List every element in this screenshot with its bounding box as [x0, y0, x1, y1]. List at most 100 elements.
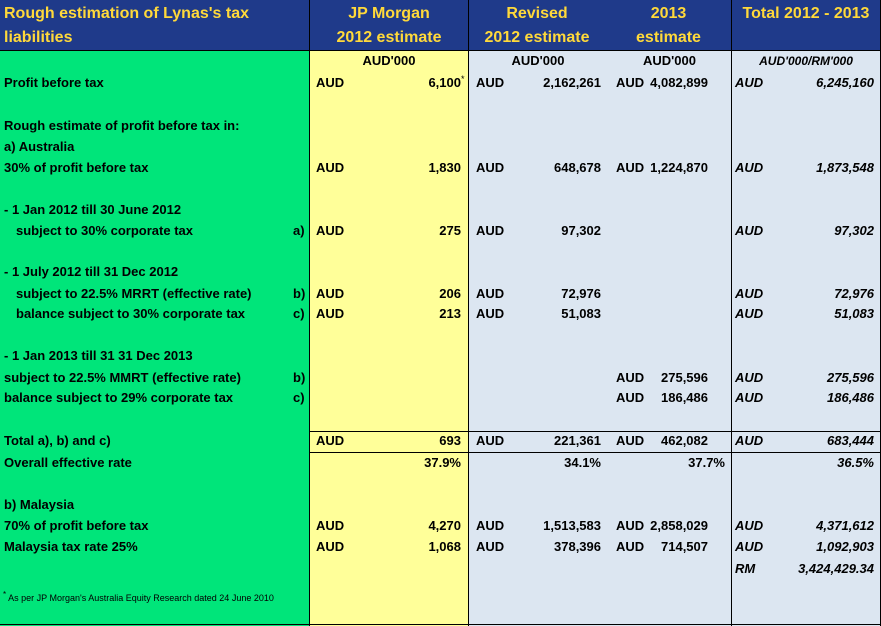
header-jp-line1: JP Morgan [348, 5, 430, 22]
row-label-period-2c: balance subject to 30% corporate tax [16, 306, 246, 321]
val-total: 1,873,548 [816, 160, 874, 175]
footnote-text: As per JP Morgan's Australia Equity Rese… [8, 593, 274, 603]
row-mark: a) [293, 223, 305, 238]
header-title-line2: liabilities [4, 29, 73, 46]
header-title-line1: Rough estimation of Lynas's tax [4, 5, 250, 22]
val-jp: 4,270 [428, 518, 461, 533]
val-jp: 275 [439, 223, 461, 238]
cur-2013: AUD [616, 539, 645, 554]
val-revised: 51,083 [561, 306, 601, 321]
header-title-cell: Rough estimation of Lynas's tax liabilit… [0, 0, 310, 50]
cur-2013: AUD [616, 370, 645, 385]
val-total: 1,092,903 [816, 539, 874, 554]
row-mark: b) [293, 370, 306, 385]
cur-jp: AUD [316, 539, 345, 554]
val-2013: 714,507 [661, 539, 708, 554]
cur-revised: AUD [476, 223, 505, 238]
row-label-malaysia-tax: Malaysia tax rate 25% [4, 539, 138, 554]
row-label-period-2: - 1 July 2012 till 31 Dec 2012 [4, 264, 179, 279]
val-revised: 1,513,583 [543, 518, 601, 533]
cur-2013: AUD [616, 75, 645, 90]
val-jp: 6,100 [428, 75, 461, 90]
val-total: 275,596 [827, 370, 874, 385]
cur-total: AUD [735, 390, 764, 405]
row-label-malaysia: b) Malaysia [4, 497, 75, 512]
val-jp: 693 [439, 433, 461, 448]
cur-total: AUD [735, 306, 764, 321]
val-2013: 2,858,029 [650, 518, 708, 533]
grid-line [310, 452, 881, 453]
cur-total: AUD [735, 539, 764, 554]
header-2013-line1: 2013 [650, 5, 687, 22]
val-jp: 37.9% [424, 455, 461, 470]
row-label-profit-before-tax: Profit before tax [4, 75, 104, 90]
cur-total: AUD [735, 223, 764, 238]
row-label-australia-30pct: 30% of profit before tax [4, 160, 149, 175]
header-revised-line1: Revised [506, 5, 568, 22]
cur-total: AUD [735, 160, 764, 175]
cur-revised: AUD [476, 539, 505, 554]
val-jp: 213 [439, 306, 461, 321]
row-label-period-1: - 1 Jan 2012 till 30 June 2012 [4, 202, 182, 217]
cur-jp: AUD [316, 433, 345, 448]
val-revised: 648,678 [554, 160, 601, 175]
val-total: 36.5% [837, 455, 874, 470]
cur-2013: AUD [616, 518, 645, 533]
footnote-mark: * [461, 74, 465, 84]
val-2013: 4,082,899 [650, 75, 708, 90]
row-label-total-abc: Total a), b) and c) [4, 433, 111, 448]
row-label-period-1a: subject to 30% corporate tax [16, 223, 193, 238]
cur-total: AUD [735, 75, 764, 90]
unit-jp: AUD'000 [362, 53, 416, 68]
row-label-period-3b: subject to 22.5% MMRT (effective rate) [4, 370, 241, 385]
data-column-bg [468, 50, 881, 626]
cur-total: AUD [735, 518, 764, 533]
grid-line [310, 431, 881, 432]
row-mark: c) [293, 306, 305, 321]
footnote: * As per JP Morgan's Australia Equity Re… [3, 588, 293, 605]
unit-2013: AUD'000 [643, 53, 696, 68]
unit-total: AUD'000/RM'000 [759, 54, 853, 68]
cur-revised: AUD [476, 306, 505, 321]
val-revised: 97,302 [561, 223, 601, 238]
cur-jp: AUD [316, 223, 345, 238]
label-column-bg [0, 50, 310, 626]
cur-jp: AUD [316, 75, 345, 90]
val-revised: 378,396 [554, 539, 601, 554]
val-total: 72,976 [834, 286, 874, 301]
val-jp: 206 [439, 286, 461, 301]
header-total-label: Total 2012 - 2013 [742, 5, 870, 22]
val-revised: 72,976 [561, 286, 601, 301]
cur-jp: AUD [316, 286, 345, 301]
cur-2013: AUD [616, 390, 645, 405]
row-label-period-2b: subject to 22.5% MRRT (effective rate) [16, 286, 252, 301]
val-revised: 221,361 [554, 433, 601, 448]
header-2013-cell: 2013 estimate [606, 0, 731, 50]
val-revised: 34.1% [564, 455, 601, 470]
unit-revised: AUD'000 [511, 53, 565, 68]
val-total: 97,302 [834, 223, 874, 238]
row-label-malaysia-70pct: 70% of profit before tax [4, 518, 149, 533]
row-label-australia: a) Australia [4, 139, 75, 154]
row-mark: b) [293, 286, 306, 301]
cur-jp: AUD [316, 518, 345, 533]
jp-column-bg [310, 50, 468, 626]
row-mark: c) [293, 390, 305, 405]
val-jp: 1,068 [428, 539, 461, 554]
grid-line [0, 50, 881, 51]
cur-revised: AUD [476, 160, 505, 175]
val-total: 51,083 [834, 306, 874, 321]
cur-2013: AUD [616, 160, 645, 175]
val-total: 4,371,612 [816, 518, 874, 533]
val-2013: 37.7% [688, 455, 725, 470]
cur-jp: AUD [316, 160, 345, 175]
header-revised-line2: 2012 estimate [484, 29, 590, 46]
cur-revised: AUD [476, 518, 505, 533]
header-jp-line2: 2012 estimate [336, 29, 442, 46]
header-total-cell: Total 2012 - 2013 [731, 0, 881, 50]
cur-total: AUD [735, 286, 764, 301]
header-revised-cell: Revised 2012 estimate [468, 0, 606, 50]
val-total: 3,424,429.34 [798, 561, 874, 576]
cur-2013: AUD [616, 433, 645, 448]
val-total: 186,486 [827, 390, 874, 405]
